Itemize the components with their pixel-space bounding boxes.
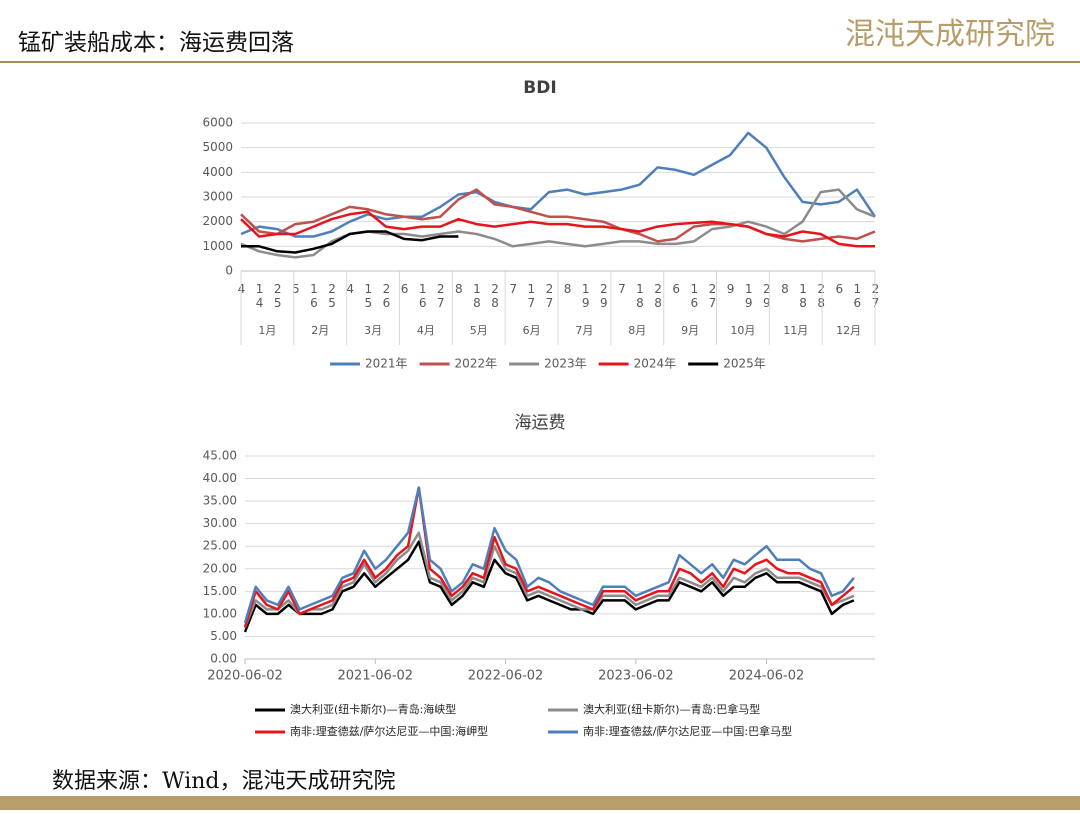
y-tick-label: 6000	[202, 116, 233, 130]
chart-title: BDI	[523, 78, 556, 98]
month-label: 12月	[836, 324, 861, 337]
y-tick-label: 5000	[202, 140, 233, 154]
x-tick-label: 8	[452, 282, 466, 296]
series-line	[243, 531, 855, 628]
legend-label: 澳大利亚(纽卡斯尔)—青岛:巴拿马型	[583, 702, 760, 716]
series-line	[241, 230, 459, 254]
x-tick-label: 2024-06-02	[729, 669, 805, 684]
month-label: 2月	[311, 324, 329, 337]
x-tick-label: 9	[724, 282, 738, 296]
legend-label: 2021年	[365, 357, 408, 371]
x-tick-label: 27	[542, 282, 556, 310]
series-line	[243, 486, 855, 624]
month-label: 7月	[575, 324, 593, 337]
x-tick-label: 16	[307, 282, 321, 310]
x-tick-label: 7	[506, 282, 520, 296]
x-tick-label: 16	[687, 282, 701, 310]
y-tick-label: 45.00	[203, 449, 237, 463]
x-tick-label: 4	[343, 282, 357, 296]
x-tick-label: 8	[778, 282, 792, 296]
series-line	[240, 210, 875, 248]
x-tick-label: 18	[470, 282, 484, 310]
y-tick-label: 30.00	[203, 516, 237, 530]
month-label: 9月	[681, 324, 699, 337]
series-line	[243, 486, 855, 628]
x-tick-label: 16	[850, 282, 864, 310]
x-tick-label: 2020-06-02	[207, 669, 283, 684]
x-tick-label: 27	[434, 282, 448, 310]
x-tick-label: 15	[361, 282, 375, 310]
x-tick-label: 5	[289, 282, 303, 296]
legend-label: 2025年	[723, 357, 766, 371]
x-tick-label: 27	[705, 282, 719, 310]
source-note: 数据来源：Wind，混沌天成研究院	[52, 769, 396, 794]
x-tick-label: 8	[561, 282, 575, 296]
logo: 混沌天成研究院	[845, 17, 1055, 52]
x-tick-label: 28	[814, 282, 828, 310]
series-line	[240, 131, 877, 238]
y-tick-label: 25.00	[203, 539, 237, 553]
legend-label: 2023年	[544, 357, 587, 371]
x-tick-label: 28	[651, 282, 665, 310]
series-line	[243, 540, 855, 633]
y-tick-label: 0	[225, 264, 233, 278]
month-label: 11月	[783, 324, 808, 337]
y-tick-label: 10.00	[203, 606, 237, 620]
month-label: 3月	[364, 324, 382, 337]
month-label: 4月	[417, 324, 435, 337]
legend-label: 2024年	[634, 357, 677, 371]
legend-label: 南非:理查德兹/萨尔达尼亚—中国:巴拿马型	[583, 724, 792, 738]
x-tick-label: 2022-06-02	[468, 669, 544, 684]
y-tick-label: 20.00	[203, 561, 237, 575]
x-tick-label: 28	[488, 282, 502, 310]
x-tick-label: 7	[615, 282, 629, 296]
x-tick-label: 16	[416, 282, 430, 310]
x-tick-label: 19	[742, 282, 756, 310]
month-label: 6月	[523, 324, 541, 337]
month-label: 8月	[628, 324, 646, 337]
x-tick-label: 2023-06-02	[598, 669, 674, 684]
legend-label: 2022年	[455, 357, 498, 371]
y-tick-label: 40.00	[203, 471, 237, 485]
y-tick-label: 2000	[202, 214, 233, 228]
y-tick-label: 4000	[202, 165, 233, 179]
x-tick-label: 2021-06-02	[338, 669, 414, 684]
x-tick-label: 25	[325, 282, 339, 310]
x-tick-label: 6	[398, 282, 412, 296]
x-tick-label: 17	[524, 282, 538, 310]
x-tick-label: 29	[597, 282, 611, 310]
y-tick-label: 1000	[202, 239, 233, 253]
x-tick-label: 18	[633, 282, 647, 310]
x-tick-label: 19	[579, 282, 593, 310]
x-tick-label: 14	[253, 282, 267, 310]
x-tick-label: 6	[669, 282, 683, 296]
x-tick-label: 6	[832, 282, 846, 296]
legend-label: 澳大利亚(纽卡斯尔)—青岛:海峡型	[290, 702, 456, 716]
page-title: 锰矿装船成本：海运费回落	[18, 30, 294, 56]
y-tick-label: 0.00	[210, 652, 237, 666]
x-tick-label: 25	[271, 282, 285, 310]
y-tick-label: 5.00	[210, 629, 237, 643]
chart-title: 海运费	[515, 413, 566, 433]
footer-bar	[0, 796, 1080, 810]
month-label: 5月	[470, 324, 488, 337]
x-tick-label: 29	[760, 282, 774, 310]
month-label: 10月	[730, 324, 755, 337]
month-label: 1月	[258, 324, 276, 337]
y-tick-label: 15.00	[203, 584, 237, 598]
x-tick-label: 26	[379, 282, 393, 310]
y-tick-label: 3000	[202, 190, 233, 204]
legend-label: 南非:理查德兹/萨尔达尼亚—中国:海岬型	[290, 724, 488, 738]
x-tick-label: 18	[796, 282, 810, 310]
y-tick-label: 35.00	[203, 494, 237, 508]
